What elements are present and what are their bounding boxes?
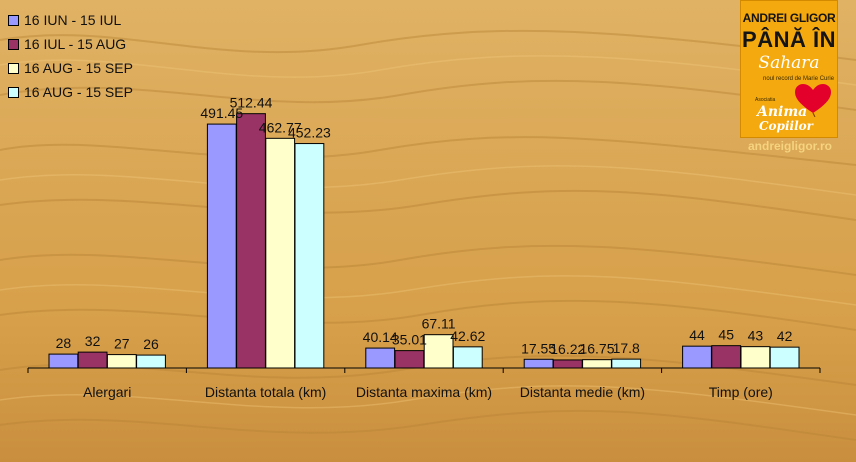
logo-line: PÂNĂ ÎN: [742, 27, 836, 52]
data-label: 16.22: [550, 341, 585, 357]
category-label: Timp (ore): [709, 384, 773, 400]
data-label: 43: [748, 328, 764, 344]
data-label: 462.77: [259, 119, 302, 135]
bar: [740, 346, 771, 369]
logo-line: noul record de Marie Curie: [763, 76, 835, 82]
data-label: 491.45: [200, 105, 243, 121]
bar: [365, 347, 396, 369]
bar: [206, 123, 237, 369]
website-link[interactable]: andreigligor.ro: [747, 139, 832, 153]
data-label: 35.01: [392, 332, 427, 348]
category-label: Distanta totala (km): [205, 384, 326, 400]
data-label: 17.55: [521, 340, 556, 356]
legend-item: 16 IUL - 15 AUG: [8, 32, 133, 56]
legend-swatch: [8, 14, 19, 26]
legend-label: 16 AUG - 15 SEP: [24, 84, 133, 100]
category-label: Alergari: [83, 384, 131, 400]
legend-swatch: [8, 38, 19, 50]
category-label: Distanta maxima (km): [356, 384, 492, 400]
bar: [294, 143, 325, 369]
legend-label: 16 IUL - 15 AUG: [24, 36, 127, 52]
logo-line: Sahara: [758, 53, 820, 73]
heart-balloon-icon: [795, 84, 831, 117]
data-label: 40.14: [363, 329, 398, 345]
bar: [265, 137, 296, 369]
data-label: 67.11: [422, 316, 456, 332]
bar: [77, 351, 108, 369]
legend-swatch: [8, 62, 19, 74]
bar: [611, 358, 642, 369]
brand-logo[interactable]: ANDREI GLIGOR PÂNĂ ÎN Sahara noul record…: [740, 0, 838, 138]
bar: [711, 345, 742, 369]
bar: [682, 345, 712, 369]
logo-line: Anima: [757, 104, 808, 120]
bar: [552, 359, 583, 369]
logo-line: ANDREI GLIGOR: [742, 11, 836, 25]
bar: [236, 113, 266, 369]
legend-item: 16 IUN - 15 IUL: [8, 8, 133, 32]
bar: [48, 353, 79, 369]
data-label: 452.23: [288, 125, 331, 141]
data-label: 16.75: [579, 341, 614, 357]
legend-swatch: [8, 86, 19, 98]
data-label: 44: [689, 327, 705, 343]
bar: [136, 354, 166, 369]
data-label: 17.8: [613, 340, 640, 356]
data-label: 512.44: [230, 95, 273, 111]
logo-line: Copiilor: [759, 119, 813, 133]
bar: [523, 358, 554, 369]
data-label: 42.62: [450, 328, 485, 344]
bar: [582, 359, 612, 369]
legend-item: 16 AUG - 15 SEP: [8, 80, 133, 104]
data-label: 45: [718, 327, 734, 343]
category-label: Distanta medie (km): [520, 384, 645, 400]
legend-label: 16 IUN - 15 IUL: [24, 12, 122, 28]
logo-line: Asociatia: [755, 97, 776, 103]
data-label: 28: [56, 335, 72, 351]
data-label: 27: [114, 336, 130, 352]
data-label: 42: [777, 328, 793, 344]
data-label: 26: [143, 336, 159, 352]
legend-label: 16 AUG - 15 SEP: [24, 60, 133, 76]
legend-item: 16 AUG - 15 SEP: [8, 56, 133, 80]
bar: [452, 346, 483, 369]
bar: [769, 346, 800, 369]
chart-legend: 16 IUN - 15 IUL 16 IUL - 15 AUG 16 AUG -…: [8, 8, 133, 104]
data-label: 32: [85, 333, 101, 349]
bar: [106, 354, 137, 369]
bar: [394, 350, 425, 369]
bar: [423, 334, 454, 369]
